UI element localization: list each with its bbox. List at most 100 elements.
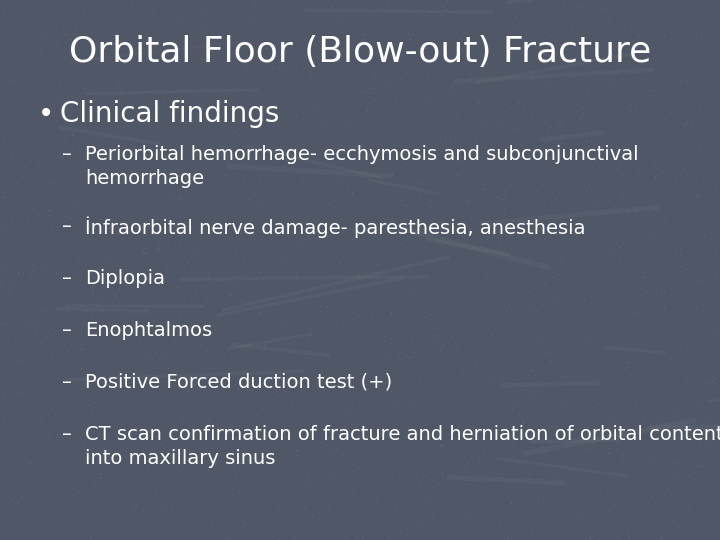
- Point: [36, 126, 48, 135]
- Point: [400, 281, 411, 290]
- Point: [170, 340, 181, 348]
- Point: [237, 490, 248, 499]
- Point: [253, 144, 265, 152]
- Point: [275, 525, 287, 534]
- Point: [652, 136, 663, 145]
- Point: [229, 193, 240, 201]
- Point: [94, 192, 106, 200]
- Point: [521, 509, 532, 518]
- Point: [192, 264, 204, 272]
- Point: [557, 185, 569, 193]
- Point: [462, 50, 473, 59]
- Point: [552, 200, 563, 209]
- Point: [578, 225, 590, 233]
- Point: [657, 147, 669, 156]
- Point: [285, 430, 297, 438]
- Point: [208, 252, 220, 261]
- Point: [32, 474, 44, 483]
- Point: [415, 301, 427, 309]
- Point: [390, 150, 401, 159]
- Point: [307, 61, 319, 70]
- Point: [236, 515, 248, 524]
- Point: [112, 328, 124, 336]
- Point: [390, 98, 402, 107]
- Point: [213, 309, 225, 318]
- Point: [259, 200, 271, 208]
- Point: [424, 151, 436, 159]
- Point: [7, 246, 19, 255]
- Point: [305, 71, 316, 79]
- Point: [431, 118, 443, 127]
- Point: [279, 268, 291, 276]
- Point: [336, 308, 348, 316]
- Point: [309, 350, 320, 359]
- Point: [287, 292, 298, 300]
- Point: [552, 184, 563, 193]
- Point: [12, 268, 23, 276]
- Point: [202, 467, 213, 475]
- Point: [634, 496, 646, 505]
- Point: [536, 80, 548, 89]
- Point: [557, 388, 568, 396]
- Point: [482, 133, 493, 142]
- Point: [346, 484, 357, 493]
- Point: [341, 205, 352, 214]
- Point: [570, 454, 581, 463]
- Point: [155, 214, 166, 222]
- Point: [464, 70, 476, 78]
- Point: [585, 186, 597, 194]
- Point: [629, 23, 640, 32]
- Point: [557, 239, 568, 247]
- Point: [163, 523, 175, 532]
- Point: [420, 383, 431, 392]
- Point: [75, 276, 86, 285]
- Point: [541, 336, 552, 345]
- Point: [304, 508, 315, 516]
- Point: [390, 415, 401, 424]
- Point: [12, 307, 24, 316]
- Point: [304, 476, 315, 484]
- Point: [644, 152, 655, 161]
- Point: [526, 187, 537, 196]
- Point: [197, 254, 209, 262]
- Point: [169, 76, 181, 85]
- Point: [9, 337, 21, 346]
- Point: [370, 374, 382, 383]
- Point: [472, 43, 484, 51]
- Point: [471, 37, 482, 46]
- Point: [112, 105, 124, 113]
- Point: [19, 140, 30, 149]
- Point: [204, 251, 215, 259]
- Point: [690, 278, 702, 287]
- Point: [148, 269, 160, 278]
- Point: [294, 279, 305, 288]
- Point: [575, 156, 586, 165]
- Point: [512, 458, 523, 467]
- Point: [227, 194, 238, 203]
- Point: [574, 55, 585, 63]
- Point: [18, 352, 30, 360]
- Point: [355, 59, 366, 68]
- Point: [373, 336, 384, 345]
- Point: [184, 345, 196, 353]
- Point: [698, 232, 709, 241]
- Point: [37, 33, 48, 42]
- Point: [437, 511, 449, 519]
- Point: [541, 174, 553, 183]
- Point: [588, 207, 599, 216]
- Point: [630, 202, 642, 211]
- Point: [328, 305, 340, 314]
- Point: [27, 83, 38, 91]
- Point: [559, 139, 570, 147]
- Point: [371, 494, 382, 502]
- Point: [328, 438, 340, 447]
- Point: [32, 228, 43, 237]
- Point: [508, 453, 519, 461]
- Point: [486, 329, 498, 338]
- Point: [652, 356, 663, 365]
- Point: [646, 96, 657, 105]
- Point: [119, 49, 130, 58]
- Point: [219, 96, 230, 104]
- Point: [207, 530, 218, 539]
- Point: [356, 467, 367, 476]
